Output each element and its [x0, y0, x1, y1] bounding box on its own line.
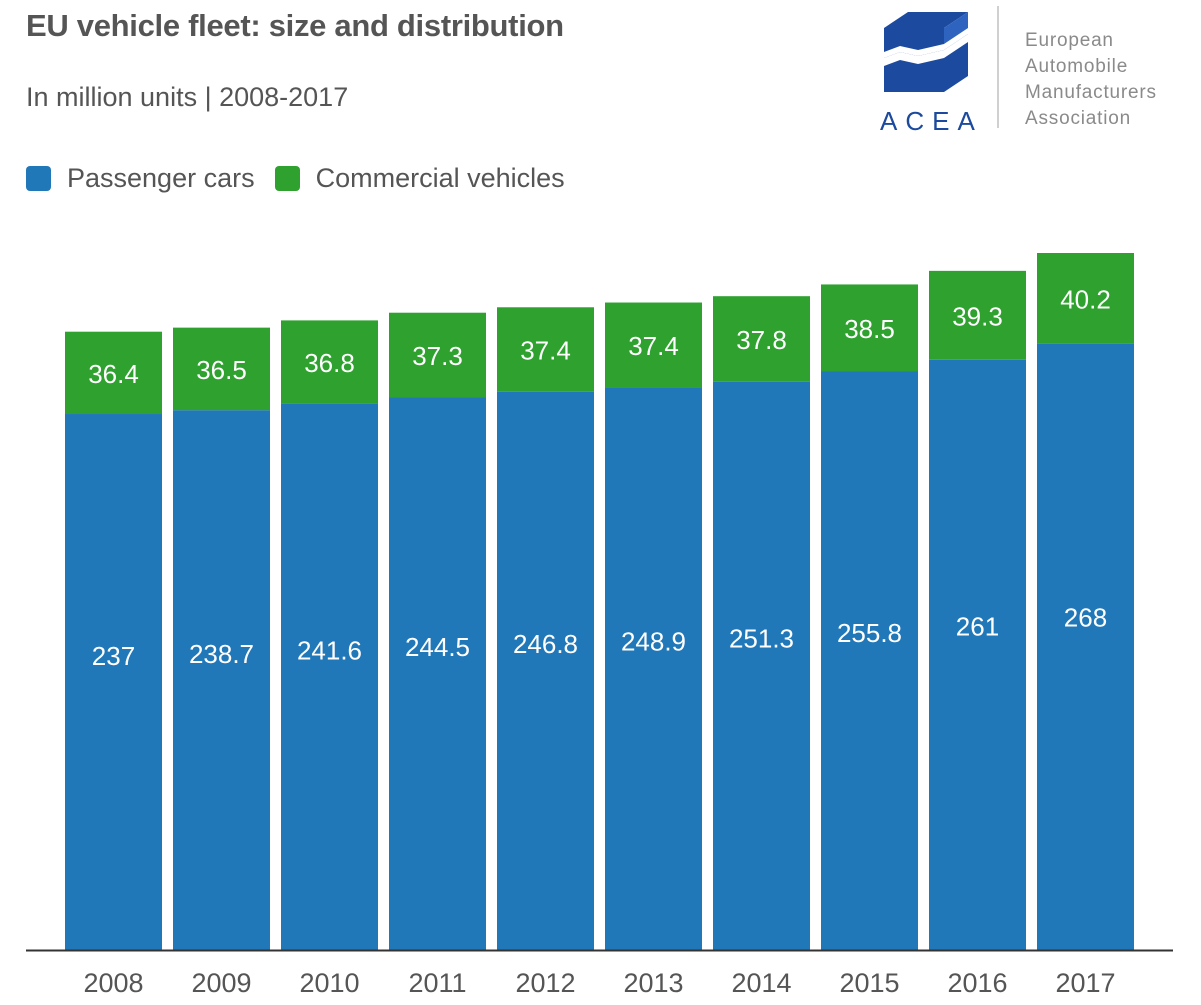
data-label-commercial-vehicles-2008: 36.4 — [88, 359, 139, 389]
bar-passenger-cars-2011 — [389, 397, 486, 950]
x-tick-label-2017: 2017 — [1055, 968, 1115, 998]
acea-emblem-icon — [884, 12, 968, 92]
data-label-commercial-vehicles-2012: 37.4 — [520, 336, 571, 366]
x-tick-label-2012: 2012 — [515, 968, 575, 998]
data-label-commercial-vehicles-2013: 37.4 — [628, 331, 679, 361]
data-label-passenger-cars-2017: 268 — [1064, 603, 1107, 633]
bar-commercial-vehicles-2009 — [173, 327, 270, 411]
bar-passenger-cars-2008 — [65, 414, 162, 950]
x-tick-label-2015: 2015 — [839, 968, 899, 998]
acea-logo: ACEA European Automobile Manufacturers A… — [878, 6, 1188, 136]
legend-item-passenger-cars: Passenger cars — [26, 163, 255, 194]
data-label-passenger-cars-2010: 241.6 — [297, 635, 362, 665]
data-label-commercial-vehicles-2010: 36.8 — [304, 348, 355, 378]
legend-item-commercial-vehicles: Commercial vehicles — [274, 163, 565, 194]
bar-passenger-cars-2016 — [929, 359, 1026, 951]
acea-wordmark: ACEA — [880, 106, 983, 136]
x-tick-label-2011: 2011 — [408, 968, 466, 998]
data-label-commercial-vehicles-2014: 37.8 — [736, 325, 787, 355]
bar-passenger-cars-2012 — [497, 391, 594, 950]
data-label-passenger-cars-2012: 246.8 — [513, 629, 578, 659]
x-tick-label-2013: 2013 — [623, 968, 683, 998]
bar-commercial-vehicles-2012 — [497, 307, 594, 392]
data-label-passenger-cars-2014: 251.3 — [729, 623, 794, 653]
bar-passenger-cars-2014 — [713, 381, 810, 950]
data-label-passenger-cars-2015: 255.8 — [837, 618, 902, 648]
logo-divider — [997, 6, 999, 128]
bar-commercial-vehicles-2017 — [1037, 253, 1134, 344]
logo-line: Association — [1025, 108, 1131, 129]
bar-passenger-cars-2009 — [173, 410, 270, 950]
data-label-passenger-cars-2013: 248.9 — [621, 626, 686, 656]
data-label-passenger-cars-2016: 261 — [956, 611, 999, 641]
x-tick-label-2014: 2014 — [731, 968, 791, 998]
bar-passenger-cars-2015 — [821, 371, 918, 951]
x-tick-label-2016: 2016 — [947, 968, 1007, 998]
logo-line: Automobile — [1025, 56, 1129, 77]
legend-swatch-commercial-vehicles — [274, 166, 300, 191]
chart-title: EU vehicle fleet: size and distribution — [26, 8, 564, 43]
bar-passenger-cars-2017 — [1037, 343, 1134, 950]
bar-commercial-vehicles-2010 — [281, 320, 378, 404]
data-label-commercial-vehicles-2009: 36.5 — [196, 355, 247, 385]
logo-line: European — [1025, 30, 1114, 51]
data-label-commercial-vehicles-2017: 40.2 — [1060, 284, 1111, 314]
bar-commercial-vehicles-2016 — [929, 270, 1026, 360]
logo-line: Manufacturers — [1025, 82, 1157, 103]
bar-commercial-vehicles-2008 — [65, 331, 162, 415]
data-label-passenger-cars-2008: 237 — [92, 641, 135, 671]
x-tick-label-2009: 2009 — [191, 968, 251, 998]
bar-commercial-vehicles-2011 — [389, 312, 486, 398]
chart-subtitle: In million units | 2008-2017 — [26, 82, 349, 112]
data-label-commercial-vehicles-2016: 39.3 — [952, 301, 1003, 331]
x-tick-label-2008: 2008 — [83, 968, 143, 998]
bar-commercial-vehicles-2013 — [605, 302, 702, 388]
legend-label-commercial-vehicles: Commercial vehicles — [315, 163, 565, 193]
data-label-commercial-vehicles-2015: 38.5 — [844, 314, 895, 344]
legend-swatch-passenger-cars — [26, 166, 51, 191]
bar-commercial-vehicles-2014 — [713, 296, 810, 382]
bar-passenger-cars-2013 — [605, 387, 702, 950]
bar-passenger-cars-2010 — [281, 403, 378, 950]
data-label-commercial-vehicles-2011: 37.3 — [412, 341, 463, 371]
logo-organization-name: European Automobile Manufacturers Associ… — [1025, 28, 1157, 132]
data-label-passenger-cars-2011: 244.5 — [405, 632, 470, 662]
bar-commercial-vehicles-2015 — [821, 284, 918, 372]
legend: Passenger cars Commercial vehicles — [26, 163, 585, 194]
x-tick-label-2010: 2010 — [299, 968, 359, 998]
legend-label-passenger-cars: Passenger cars — [67, 163, 255, 193]
data-label-passenger-cars-2009: 238.7 — [189, 639, 254, 669]
